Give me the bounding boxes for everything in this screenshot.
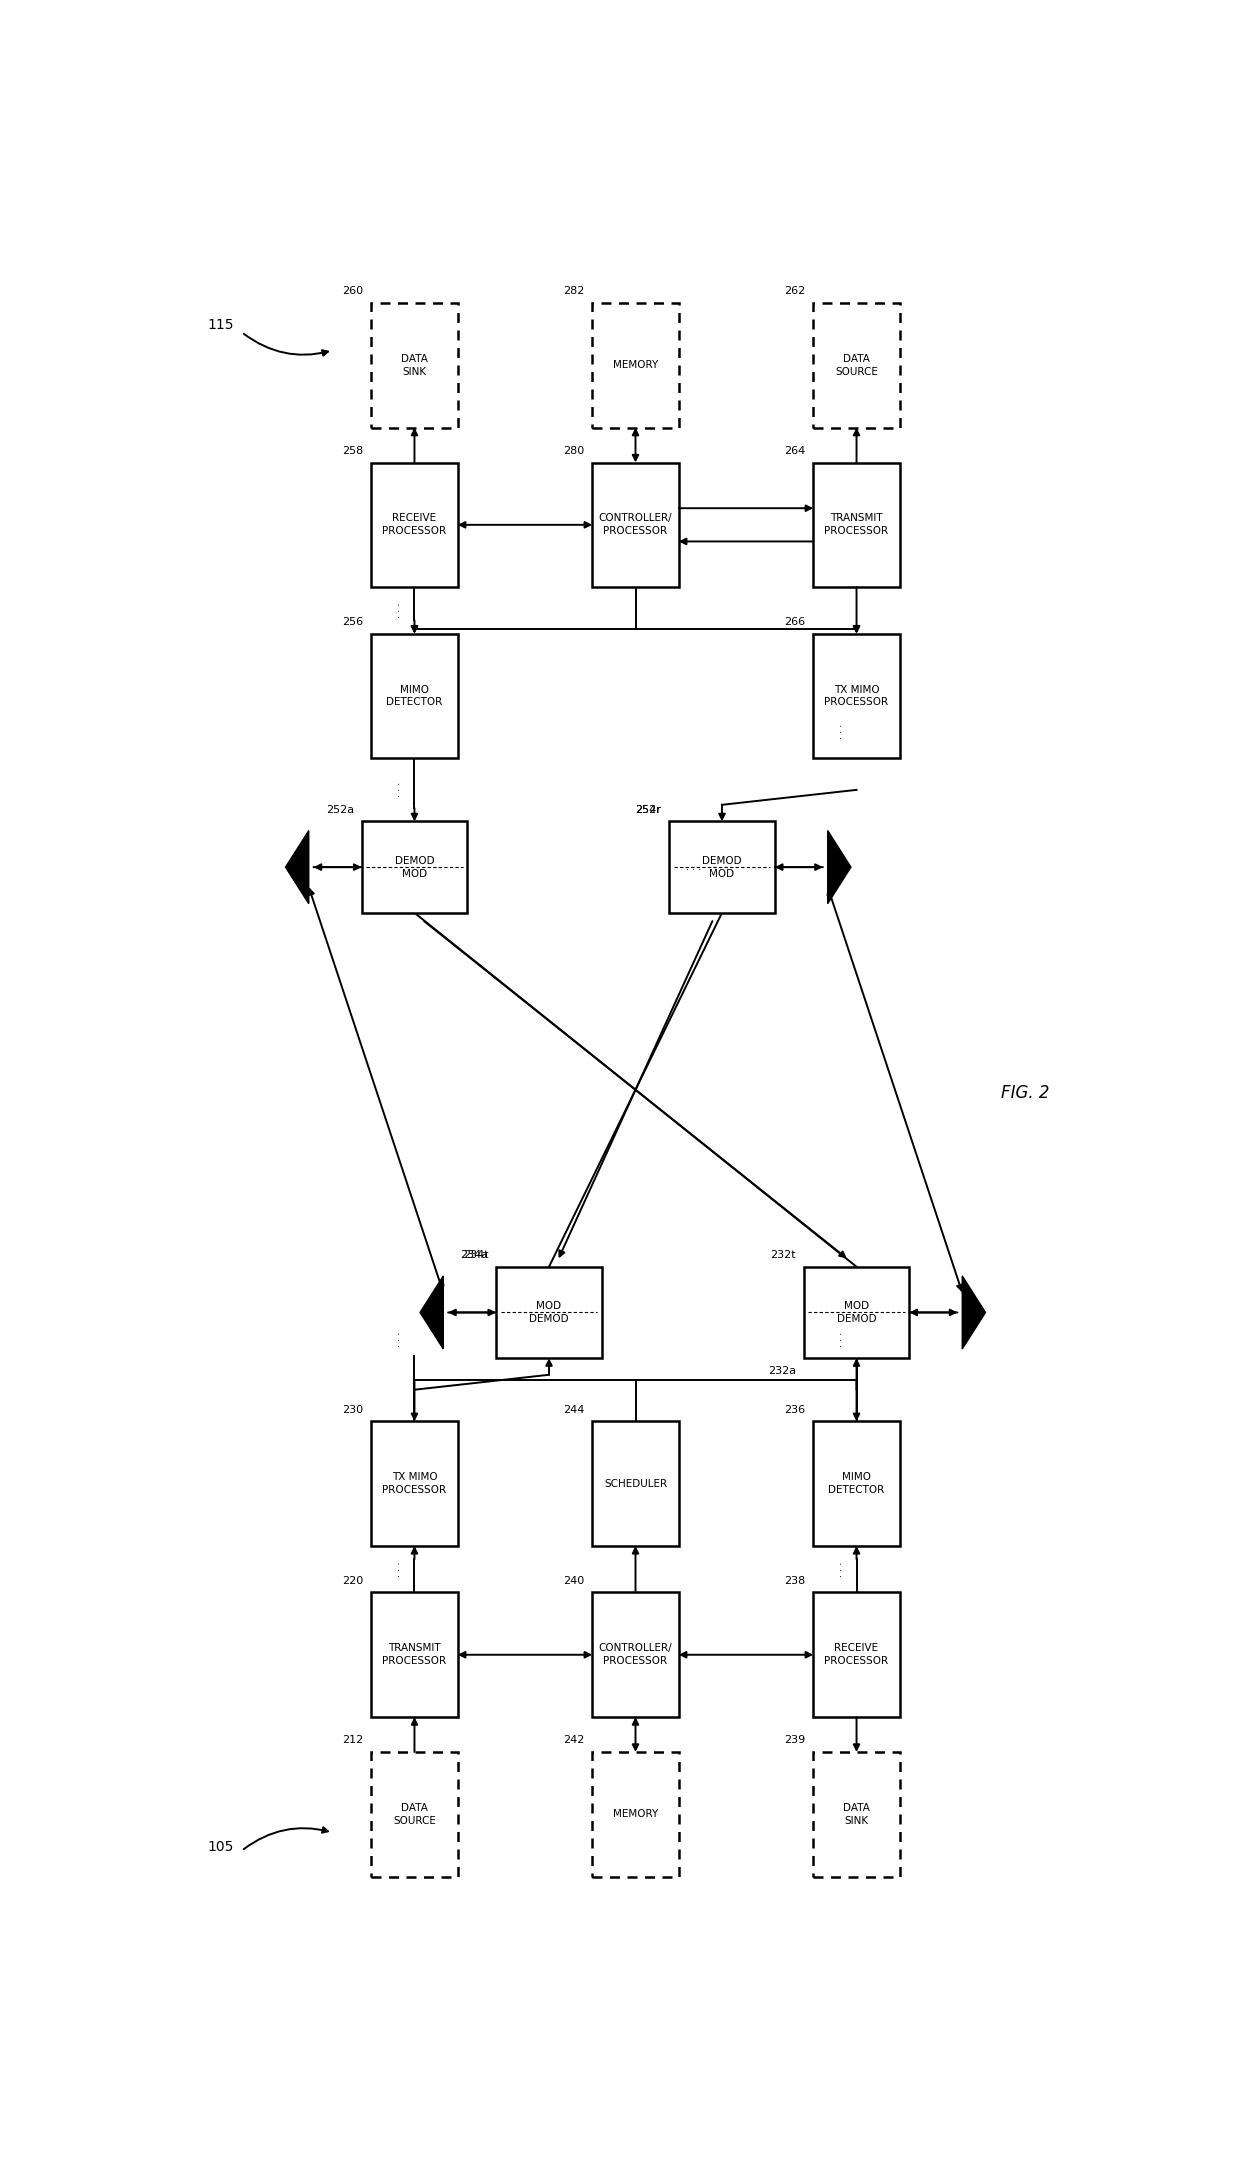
FancyBboxPatch shape [813,1752,900,1877]
Text: CONTROLLER/
PROCESSOR: CONTROLLER/ PROCESSOR [599,514,672,535]
Text: · · ·: · · · [396,602,405,617]
FancyBboxPatch shape [593,302,678,427]
Text: 238: 238 [785,1575,806,1586]
Text: RECEIVE
PROCESSOR: RECEIVE PROCESSOR [825,1644,889,1666]
FancyBboxPatch shape [371,634,458,757]
Polygon shape [420,1275,444,1349]
FancyBboxPatch shape [670,822,775,913]
Text: 262: 262 [785,287,806,296]
Text: 232t: 232t [770,1249,796,1260]
Text: 282: 282 [563,287,584,296]
FancyBboxPatch shape [362,822,467,913]
Text: MEMORY: MEMORY [613,360,658,371]
Text: DATA
SINK: DATA SINK [401,354,428,378]
Text: DEMOD
MOD: DEMOD MOD [702,857,742,878]
Text: DATA
SINK: DATA SINK [843,1802,870,1826]
Text: · · ·: · · · [396,1562,405,1577]
Text: MEMORY: MEMORY [613,1808,658,1819]
Text: 212: 212 [342,1735,363,1746]
Text: 232a: 232a [768,1366,796,1377]
Text: 239: 239 [785,1735,806,1746]
Text: · · ·: · · · [837,725,847,740]
Text: 230: 230 [342,1405,363,1416]
Text: 260: 260 [342,287,363,296]
Text: CONTROLLER/
PROCESSOR: CONTROLLER/ PROCESSOR [599,1644,672,1666]
Text: 242: 242 [563,1735,584,1746]
Text: 240: 240 [563,1575,584,1586]
Text: MOD
DEMOD: MOD DEMOD [529,1301,569,1323]
Text: TX MIMO
PROCESSOR: TX MIMO PROCESSOR [825,684,889,708]
FancyBboxPatch shape [371,1593,458,1718]
FancyBboxPatch shape [371,1422,458,1545]
FancyBboxPatch shape [496,1267,601,1357]
Text: 264: 264 [785,447,806,455]
Polygon shape [962,1275,986,1349]
Text: RECEIVE
PROCESSOR: RECEIVE PROCESSOR [382,514,446,535]
FancyBboxPatch shape [371,462,458,587]
Text: 115: 115 [208,317,234,332]
Text: 252a: 252a [326,805,353,816]
Text: 234a: 234a [460,1249,489,1260]
Text: 220: 220 [342,1575,363,1586]
Text: TX MIMO
PROCESSOR: TX MIMO PROCESSOR [382,1472,446,1495]
FancyBboxPatch shape [593,462,678,587]
Text: · · ·: · · · [396,1331,405,1347]
Polygon shape [828,831,851,904]
Text: 266: 266 [785,617,806,628]
Text: DATA
SOURCE: DATA SOURCE [835,354,878,378]
Text: 252r: 252r [636,805,661,816]
FancyBboxPatch shape [371,1752,458,1877]
Text: 258: 258 [342,447,363,455]
Text: MOD
DEMOD: MOD DEMOD [837,1301,877,1323]
Text: · · ·: · · · [837,1331,847,1347]
FancyBboxPatch shape [813,462,900,587]
Text: FIG. 2: FIG. 2 [1001,1083,1049,1103]
Text: MIMO
DETECTOR: MIMO DETECTOR [828,1472,884,1495]
Text: 105: 105 [208,1841,234,1854]
Text: MIMO
DETECTOR: MIMO DETECTOR [387,684,443,708]
Text: SCHEDULER: SCHEDULER [604,1478,667,1489]
Text: TRANSMIT
PROCESSOR: TRANSMIT PROCESSOR [382,1644,446,1666]
FancyBboxPatch shape [593,1752,678,1877]
FancyBboxPatch shape [804,1267,909,1357]
Text: 234t: 234t [463,1249,489,1260]
Text: 244: 244 [563,1405,584,1416]
FancyBboxPatch shape [593,1593,678,1718]
FancyBboxPatch shape [813,302,900,427]
FancyBboxPatch shape [371,302,458,427]
Text: 254r: 254r [636,805,661,816]
Text: 236: 236 [785,1405,806,1416]
FancyBboxPatch shape [593,1422,678,1545]
Text: 256: 256 [342,617,363,628]
Text: · · ·: · · · [396,781,405,798]
Text: TRANSMIT
PROCESSOR: TRANSMIT PROCESSOR [825,514,889,535]
Text: DATA
SOURCE: DATA SOURCE [393,1802,436,1826]
Polygon shape [285,831,309,904]
FancyBboxPatch shape [813,634,900,757]
FancyBboxPatch shape [813,1593,900,1718]
Text: . . .: . . . [686,863,701,872]
Text: DEMOD
MOD: DEMOD MOD [394,857,434,878]
FancyBboxPatch shape [813,1422,900,1545]
Text: 280: 280 [563,447,584,455]
Text: · · ·: · · · [837,1562,847,1577]
